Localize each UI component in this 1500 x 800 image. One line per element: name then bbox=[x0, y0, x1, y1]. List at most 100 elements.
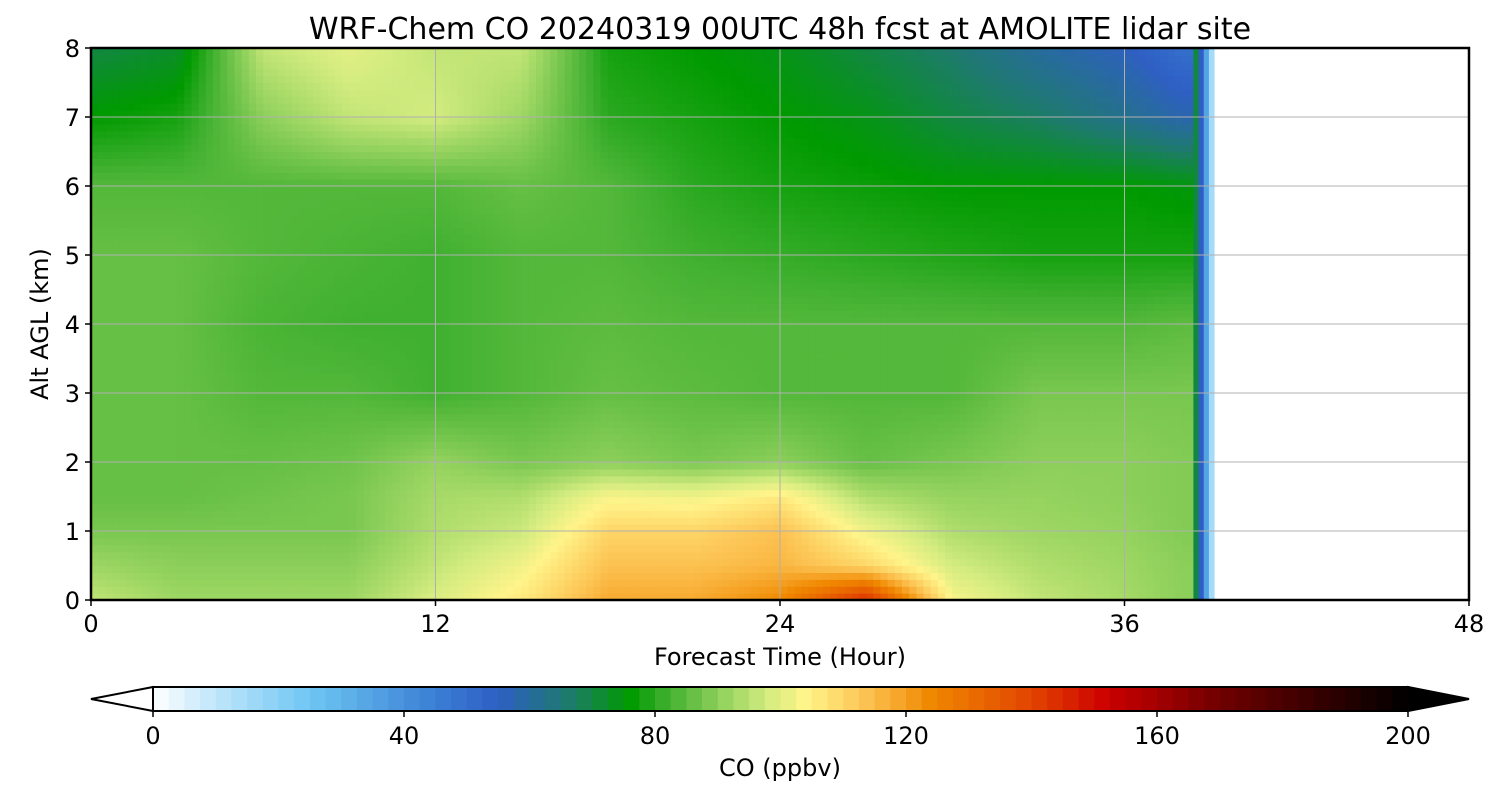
heatmap-cell bbox=[134, 234, 142, 242]
heatmap-cell bbox=[105, 261, 114, 270]
heatmap-cell bbox=[492, 54, 501, 63]
heatmap-cell bbox=[306, 289, 315, 297]
heatmap-cell bbox=[349, 558, 358, 567]
heatmap-cell bbox=[162, 441, 171, 449]
heatmap-cell bbox=[126, 475, 135, 484]
heatmap-cell bbox=[406, 365, 415, 373]
heatmap-cell bbox=[471, 96, 480, 104]
heatmap-cell bbox=[528, 524, 537, 532]
heatmap-cell bbox=[306, 158, 315, 166]
heatmap-cell bbox=[464, 255, 472, 263]
heatmap-cell bbox=[177, 75, 185, 84]
heatmap-cell bbox=[457, 393, 465, 401]
heatmap-cell bbox=[507, 199, 516, 208]
heatmap-cell bbox=[521, 234, 530, 242]
heatmap-cell bbox=[148, 379, 157, 387]
heatmap-cell bbox=[370, 172, 379, 180]
heatmap-cell bbox=[471, 103, 480, 111]
heatmap-cell bbox=[428, 544, 437, 553]
heatmap-cell bbox=[169, 537, 178, 546]
heatmap-cell bbox=[91, 89, 99, 97]
heatmap-cell bbox=[141, 517, 150, 525]
heatmap-cell bbox=[478, 503, 487, 511]
heatmap-cell bbox=[184, 54, 193, 63]
heatmap-cell bbox=[327, 261, 336, 270]
heatmap-cell bbox=[320, 82, 329, 90]
heatmap-cell bbox=[464, 89, 472, 97]
heatmap-cell bbox=[134, 206, 142, 215]
heatmap-cell bbox=[119, 537, 128, 546]
heatmap-cell bbox=[184, 165, 193, 173]
heatmap-cell bbox=[155, 496, 164, 504]
heatmap-cell bbox=[528, 351, 537, 360]
heatmap-cell bbox=[449, 379, 458, 387]
heatmap-cell bbox=[270, 386, 279, 394]
heatmap-cell bbox=[399, 441, 408, 449]
heatmap-cell bbox=[241, 551, 250, 560]
heatmap-cell bbox=[492, 96, 501, 104]
heatmap-cell bbox=[514, 413, 523, 422]
heatmap-cell bbox=[177, 420, 185, 429]
heatmap-cell bbox=[335, 275, 343, 284]
heatmap-cell bbox=[514, 82, 523, 90]
heatmap-cell bbox=[126, 399, 135, 408]
heatmap-cell bbox=[119, 75, 128, 84]
heatmap-cell bbox=[234, 261, 243, 270]
heatmap-cell bbox=[471, 48, 480, 56]
heatmap-cell bbox=[213, 393, 221, 401]
heatmap-cell bbox=[270, 192, 279, 201]
heatmap-cell bbox=[213, 406, 221, 415]
heatmap-cell bbox=[162, 89, 171, 97]
heatmap-cell bbox=[370, 117, 379, 125]
heatmap-cell bbox=[119, 227, 128, 235]
heatmap-cell bbox=[449, 296, 458, 304]
heatmap-cell bbox=[119, 275, 128, 284]
heatmap-cell bbox=[234, 379, 243, 387]
heatmap-cell bbox=[356, 186, 365, 194]
heatmap-cell bbox=[148, 227, 157, 235]
heatmap-cell bbox=[306, 531, 315, 539]
heatmap-cell bbox=[370, 579, 379, 587]
heatmap-cell bbox=[306, 137, 315, 146]
heatmap-cell bbox=[313, 89, 322, 97]
heatmap-cell bbox=[514, 289, 523, 297]
heatmap-cell bbox=[335, 496, 343, 504]
heatmap-cell bbox=[98, 489, 106, 498]
heatmap-cell bbox=[184, 158, 193, 166]
heatmap-cell bbox=[406, 344, 415, 353]
heatmap-cell bbox=[177, 206, 185, 215]
heatmap-cell bbox=[442, 386, 451, 394]
heatmap-cell bbox=[392, 537, 401, 546]
heatmap-cell bbox=[198, 503, 207, 511]
heatmap-cell bbox=[535, 365, 544, 373]
heatmap-cell bbox=[169, 441, 178, 449]
heatmap-cell bbox=[442, 303, 451, 311]
heatmap-cell bbox=[205, 503, 214, 511]
heatmap-cell bbox=[263, 379, 272, 387]
heatmap-cell bbox=[112, 524, 121, 532]
heatmap-cell bbox=[471, 54, 480, 63]
heatmap-cell bbox=[284, 61, 293, 70]
heatmap-cell bbox=[528, 220, 537, 228]
heatmap-cell bbox=[270, 199, 279, 208]
heatmap-cell bbox=[435, 337, 444, 346]
heatmap-cell bbox=[335, 475, 343, 484]
heatmap-cell bbox=[191, 220, 200, 228]
heatmap-cell bbox=[449, 393, 458, 401]
heatmap-cell bbox=[435, 441, 444, 449]
heatmap-cell bbox=[507, 241, 516, 249]
heatmap-cell bbox=[399, 468, 408, 477]
heatmap-cell bbox=[270, 496, 279, 504]
heatmap-cell bbox=[327, 296, 336, 304]
heatmap-cell bbox=[205, 413, 214, 422]
heatmap-cell bbox=[528, 503, 537, 511]
heatmap-cell bbox=[478, 241, 487, 249]
heatmap-cell bbox=[435, 103, 444, 111]
heatmap-cell bbox=[464, 282, 472, 291]
heatmap-cell bbox=[370, 572, 379, 580]
heatmap-cell bbox=[335, 303, 343, 311]
heatmap-cell bbox=[335, 261, 343, 270]
heatmap-cell bbox=[299, 75, 307, 84]
heatmap-cell bbox=[363, 268, 372, 277]
heatmap-cell bbox=[198, 268, 207, 277]
